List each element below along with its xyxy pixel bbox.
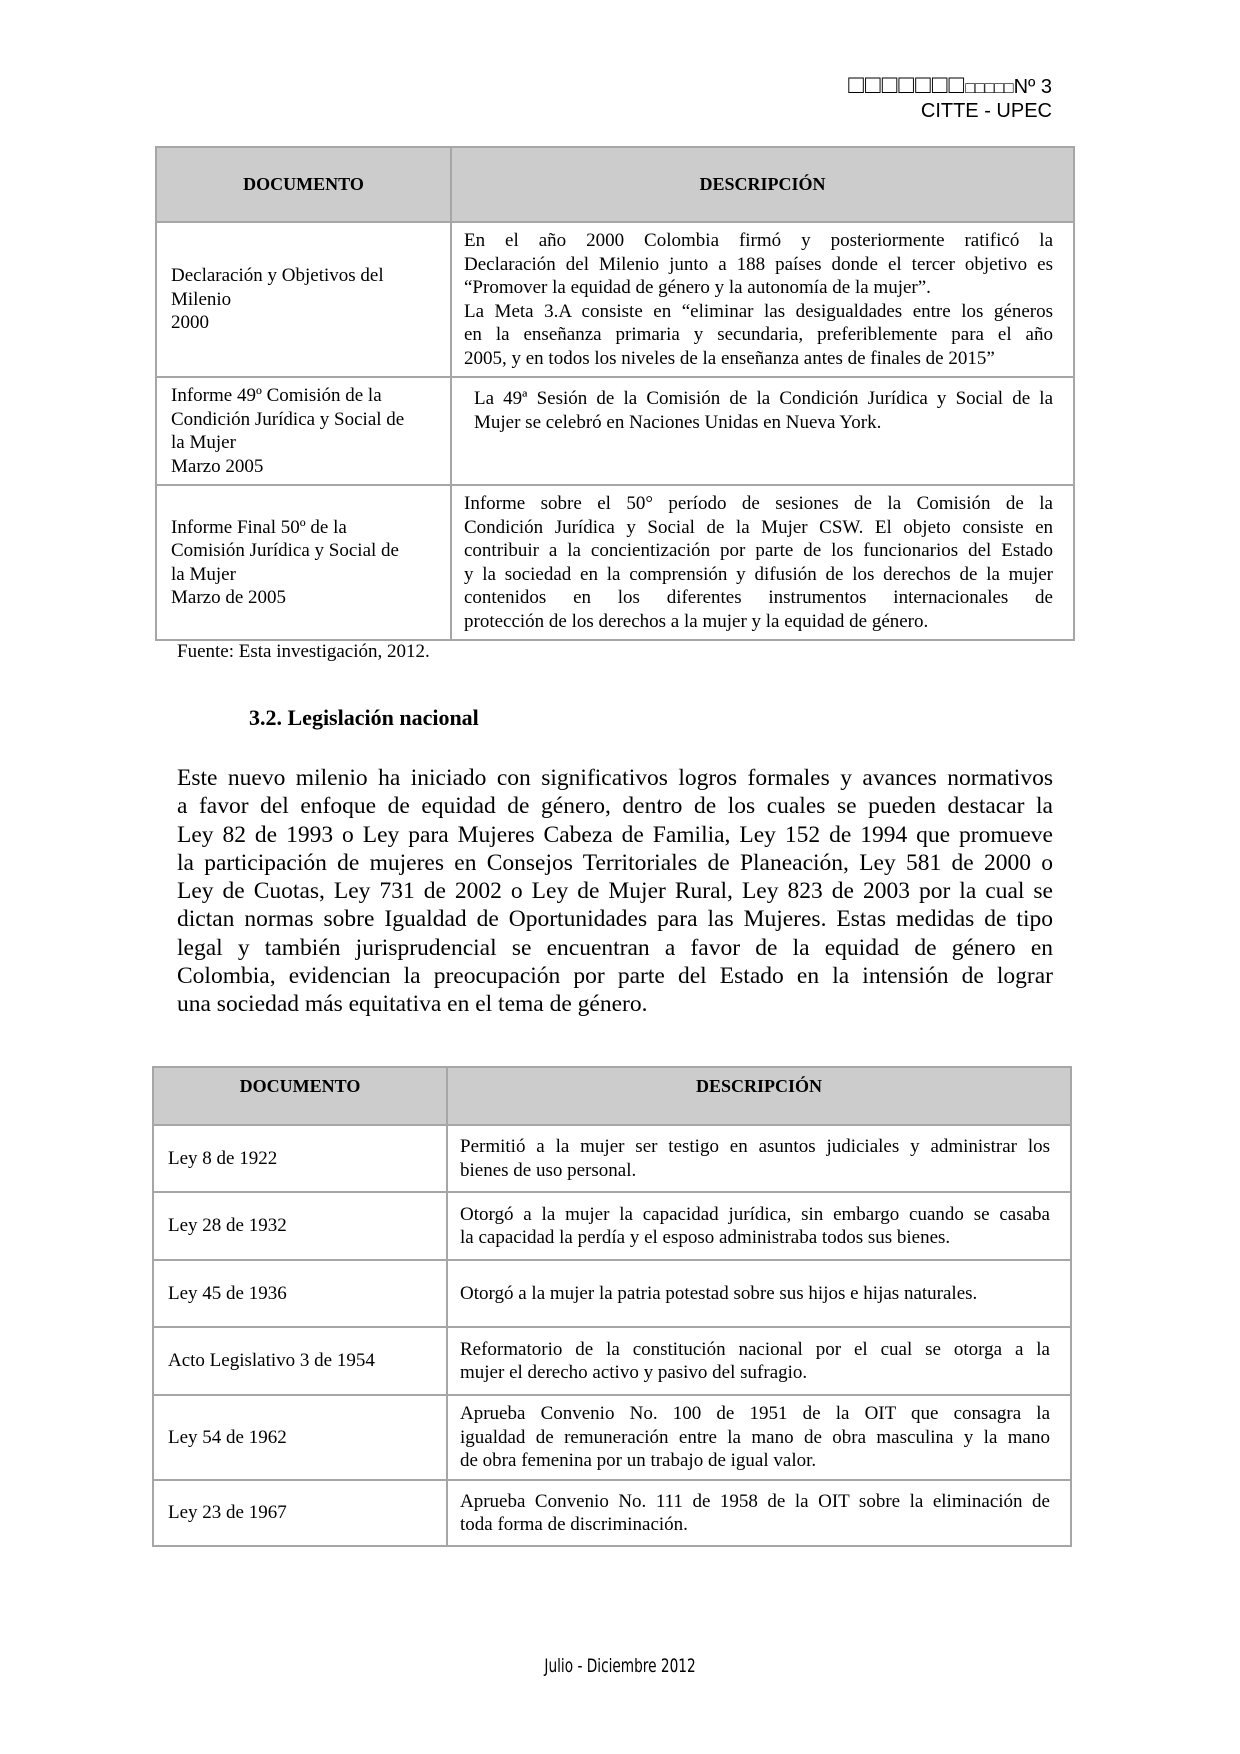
text-line: bienes de uso personal.	[460, 1159, 637, 1181]
national-legislation-table: DOCUMENTO DESCRIPCIÓN Ley 8 de 1922 Permi…	[152, 1066, 1072, 1547]
page-footer: Julio - Diciembre 2012	[0, 1655, 1240, 1677]
text-line: la participación de mujeres en Consejos …	[177, 849, 1053, 876]
text-line: Ley 23 de 1967	[168, 1502, 287, 1524]
document-cell: Ley 28 de 1932	[152, 1191, 448, 1261]
text-line: Ley 8 de 1922	[168, 1147, 278, 1169]
column-header-documento: DOCUMENTO	[152, 1066, 448, 1126]
description-cell: Otorgó a la mujer la patria potestad sob…	[446, 1259, 1072, 1328]
document-cell: Informe 49º Comisión de la Condición Jurí…	[155, 376, 452, 486]
institution: CITTE - UPEC	[920, 100, 1052, 122]
text-line: Este nuevo milenio ha iniciado con signi…	[177, 765, 1053, 791]
table-row: Informe Final 50º de la Comisión Jurídica…	[155, 484, 1075, 641]
document-cell: Ley 45 de 1936	[152, 1259, 448, 1328]
text-line: Marzo de 2005	[171, 587, 287, 608]
international-documents-table: DOCUMENTO DESCRIPCIÓN Declaración y Obje…	[155, 146, 1075, 641]
text-line: Permitió a la mujer ser testigo en asunt…	[460, 1136, 1050, 1157]
description-cell: Aprueba Convenio No. 111 de 1958 de la O…	[446, 1479, 1072, 1547]
text-line: Milenio	[171, 288, 232, 310]
text-line: Colombia, evidencian la preocupación por…	[177, 963, 1053, 990]
section-paragraph: Este nuevo milenio ha iniciado con signi…	[177, 764, 1053, 1019]
text-line: 2000	[171, 312, 209, 334]
document-cell: Ley 23 de 1967	[152, 1479, 448, 1547]
column-header-documento: DOCUMENTO	[155, 146, 452, 223]
text-line: en la enseñanza primaria y secundaria, p…	[464, 324, 1053, 345]
text-line: igualdad de remuneración entre la mano d…	[460, 1426, 1050, 1448]
table-row: Ley 8 de 1922 Permitió a la mujer ser tes…	[152, 1124, 1072, 1193]
table-header-row: DOCUMENTO DESCRIPCIÓN	[152, 1066, 1072, 1126]
text-line: Aprueba Convenio No. 100 de 1951 de la O…	[460, 1403, 1050, 1425]
text-line: una sociedad más equitativa en el tema d…	[177, 991, 648, 1018]
text-line: Ley 82 de 1993 o Ley para Mujeres Cabeza…	[177, 821, 1053, 848]
table-row: Ley 45 de 1936 Otorgó a la mujer la patri…	[152, 1259, 1072, 1328]
text-line: Informe sobre el 50° período de sesiones…	[464, 493, 1053, 514]
description-cell: Informe sobre el 50° período de sesiones…	[450, 484, 1075, 641]
text-line: Acto Legislativo 3 de 1954	[168, 1350, 375, 1372]
section-heading: 3.2. Legislación nacional	[249, 705, 479, 730]
text-line: Ley 45 de 1936	[168, 1282, 287, 1304]
document-cell: Acto Legislativo 3 de 1954	[152, 1326, 448, 1396]
text-line: Condición Jurídica y Social de la Mujer …	[464, 516, 1053, 538]
text-line: Otorgó a la mujer la capacidad jurídica,…	[460, 1203, 1050, 1225]
table-header-row: DOCUMENTO DESCRIPCIÓN	[155, 146, 1075, 223]
text-line: Marzo 2005	[171, 455, 264, 477]
text-line: la Mujer	[171, 563, 236, 585]
table-source: Fuente: Esta investigación, 2012.	[177, 641, 430, 662]
description-cell: Otorgó a la mujer la capacidad jurídica,…	[446, 1191, 1072, 1261]
text-line: Informe 49º Comisión de la	[171, 385, 382, 406]
text-line: protección de los derechos a la mujer y …	[464, 610, 929, 632]
document-cell: Declaración y Objetivos del Milenio 2000	[155, 221, 452, 378]
text-line: y la sociedad en la comprensión y difusi…	[464, 563, 1053, 585]
text-line: legal y también jurisprudencial se encue…	[177, 934, 1053, 961]
description-cell: Aprueba Convenio No. 100 de 1951 de la O…	[446, 1394, 1072, 1481]
text-line: mujer el derecho activo y pasivo del suf…	[460, 1362, 808, 1383]
text-line: Informe Final 50º de la	[171, 516, 347, 538]
text-line: Condición Jurídica y Social de	[171, 408, 405, 430]
text-line: Aprueba Convenio No. 111 de 1958 de la O…	[460, 1490, 1050, 1512]
column-header-descripcion: DESCRIPCIÓN	[450, 146, 1075, 223]
text-line: contribuir a la concientización por part…	[464, 540, 1053, 561]
document-cell: Informe Final 50º de la Comisión Jurídica…	[155, 484, 452, 641]
text-line: La 49ª Sesión de la Comisión de la Condi…	[474, 388, 1053, 409]
table-row: Acto Legislativo 3 de 1954 Reformatorio d…	[152, 1326, 1072, 1396]
text-line: Declaración y Objetivos del	[171, 265, 384, 287]
description-cell: Reformatorio de la constitución nacional…	[446, 1326, 1072, 1396]
text-line: Ley de Cuotas, Ley 731 de 2002 o Ley de …	[177, 878, 1053, 905]
text-line: contenidos en los diferentes instrumento…	[464, 587, 1053, 608]
issue-number: Nº 3	[1013, 76, 1052, 98]
table-row: Declaración y Objetivos del Milenio 2000 En…	[155, 221, 1075, 378]
text-line: de obra femenina por un trabajo de igual…	[460, 1450, 817, 1472]
text-line: la Mujer	[171, 432, 236, 453]
text-line: Comisión Jurídica y Social de	[171, 540, 399, 561]
text-line: 2005, y en todos los niveles de la enseñ…	[464, 347, 995, 369]
document-cell: Ley 54 de 1962	[152, 1394, 448, 1481]
text-line: Ley 28 de 1932	[168, 1215, 287, 1237]
footer-text: Julio - Diciembre 2012	[544, 1655, 696, 1677]
text-line: Reformatorio de la constitución nacional…	[460, 1338, 1050, 1360]
text-line: a favor del enfoque de equidad de género…	[177, 793, 1053, 820]
text-line: En el año 2000 Colombia firmó y posterio…	[464, 230, 1053, 251]
column-header-descripcion: DESCRIPCIÓN	[446, 1066, 1072, 1126]
journal-title-glyphs-small: □□□□□	[965, 80, 1014, 97]
table-row: Ley 28 de 1932 Otorgó a la mujer la capac…	[152, 1191, 1072, 1261]
table-row: Informe 49º Comisión de la Condición Jurí…	[155, 376, 1075, 486]
description-cell: La 49ª Sesión de la Comisión de la Condi…	[450, 376, 1075, 486]
journal-title-glyphs: □□□□□□□	[848, 69, 966, 99]
text-line: “Promover la equidad de género y la auto…	[464, 277, 931, 298]
journal-header: □□□□□□□□□□□□Nº 3	[848, 69, 1052, 101]
text-line: Mujer se celebró en Naciones Unidas en N…	[474, 411, 882, 433]
text-line: toda forma de discriminación.	[460, 1514, 688, 1535]
document-cell: Ley 8 de 1922	[152, 1124, 448, 1193]
table-row: Ley 54 de 1962 Aprueba Convenio No. 100 d…	[152, 1394, 1072, 1481]
text-line: Ley 54 de 1962	[168, 1426, 287, 1448]
text-line: La Meta 3.A consiste en “eliminar las de…	[464, 300, 1053, 322]
text-line: Otorgó a la mujer la patria potestad sob…	[460, 1282, 978, 1304]
description-cell: Permitió a la mujer ser testigo en asunt…	[446, 1124, 1072, 1193]
text-line: Declaración del Milenio junto a 188 país…	[464, 253, 1053, 275]
table-row: Ley 23 de 1967 Aprueba Convenio No. 111 d…	[152, 1479, 1072, 1547]
text-line: la capacidad la perdía y el esposo admin…	[460, 1227, 951, 1248]
description-cell: En el año 2000 Colombia firmó y posterio…	[450, 221, 1075, 378]
text-line: dictan normas sobre Igualdad de Oportuni…	[177, 906, 1053, 933]
